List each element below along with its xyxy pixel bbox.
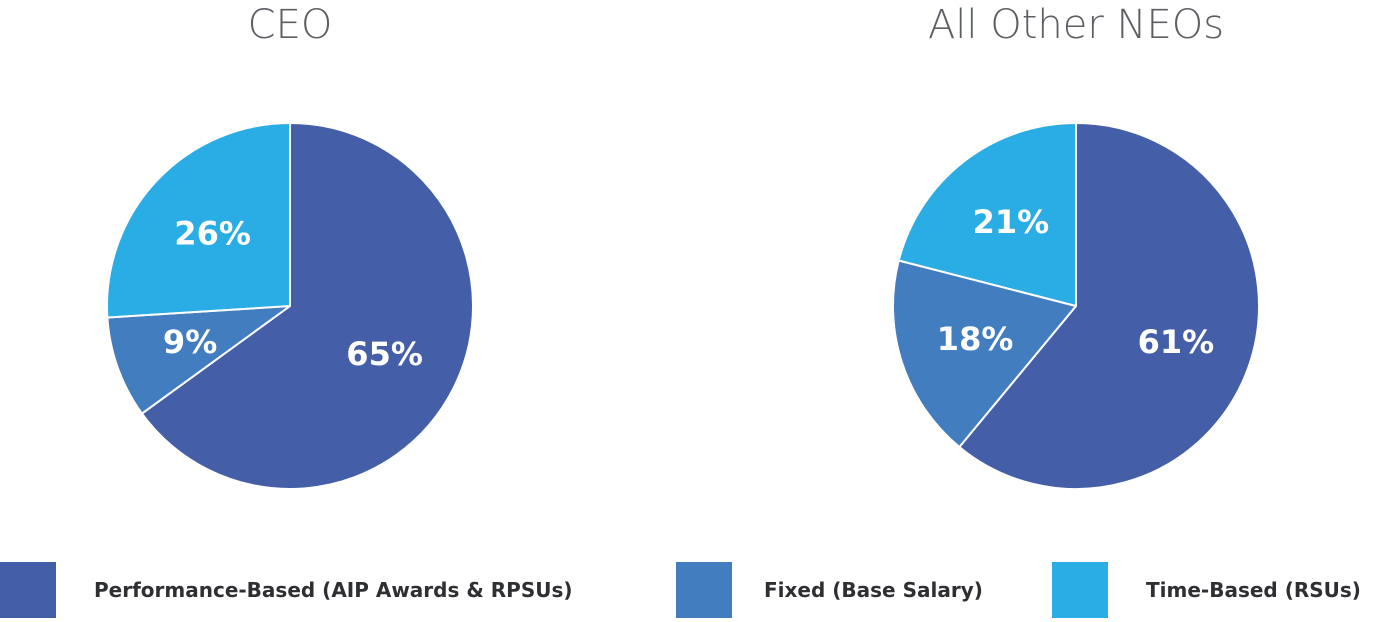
legend-item-time-based: Time-Based (RSUs) xyxy=(1052,560,1361,620)
pie-charts: CEO 65% 9% 26% All Other NEOs 61% 18% 21% xyxy=(105,2,1260,490)
legend: Performance-Based (AIP Awards & RPSUs) F… xyxy=(0,560,1373,620)
pie-slice-value-label: 65% xyxy=(346,335,423,373)
legend-label: Time-Based (RSUs) xyxy=(1146,578,1361,602)
legend-swatch xyxy=(0,562,56,618)
legend-label: Fixed (Base Salary) xyxy=(764,578,983,602)
legend-item-performance-based: Performance-Based (AIP Awards & RPSUs) xyxy=(0,560,573,620)
pie-slice-fixed xyxy=(892,259,1077,448)
pie-slice-time-based xyxy=(897,122,1077,307)
ceo-pie-chart: CEO 65% 9% 26% xyxy=(105,2,474,490)
legend-label: Performance-Based (AIP Awards & RPSUs) xyxy=(94,578,573,602)
pie-slice-value-label: 9% xyxy=(163,323,217,361)
pie-slice-value-label: 18% xyxy=(937,320,1014,358)
other-neos-pie-chart: All Other NEOs 61% 18% 21% xyxy=(892,2,1260,490)
pie-slice-value-label: 26% xyxy=(174,214,251,252)
pie-slice-fixed xyxy=(106,305,291,415)
pie-slice-performance-based xyxy=(140,122,474,490)
pie-slice-value-label: 61% xyxy=(1138,323,1215,361)
legend-item-fixed: Fixed (Base Salary) xyxy=(676,560,983,620)
pie-slice-time-based xyxy=(105,122,291,319)
legend-swatch xyxy=(1052,562,1108,618)
other-neos-chart-title: All Other NEOs xyxy=(928,2,1224,48)
pie-slice-performance-based xyxy=(958,122,1260,490)
legend-swatch xyxy=(676,562,732,618)
pie-slice-value-label: 21% xyxy=(973,203,1050,241)
ceo-chart-title: CEO xyxy=(248,2,333,48)
